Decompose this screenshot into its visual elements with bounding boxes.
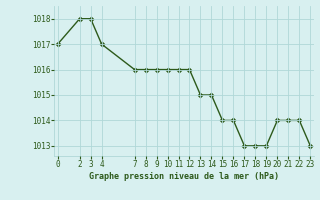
X-axis label: Graphe pression niveau de la mer (hPa): Graphe pression niveau de la mer (hPa)	[89, 172, 279, 181]
